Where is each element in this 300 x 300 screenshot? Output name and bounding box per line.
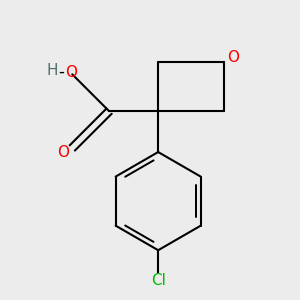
Text: O: O [64,65,76,80]
Text: -: - [58,62,64,80]
Text: O: O [226,50,238,64]
Text: H: H [46,63,58,78]
Text: O: O [57,145,69,160]
Text: Cl: Cl [151,273,166,288]
